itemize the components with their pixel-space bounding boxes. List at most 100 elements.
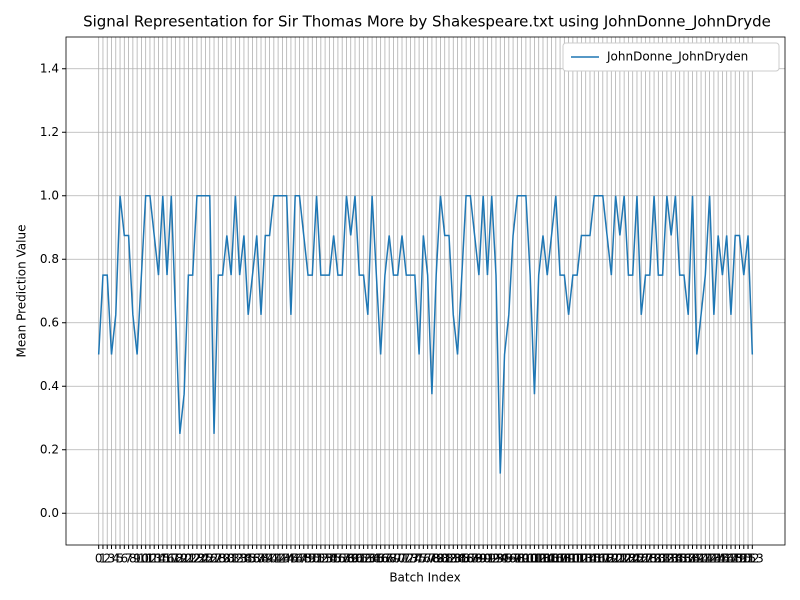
x-tick-label: 135 xyxy=(664,552,687,566)
x-tick-label: 10 xyxy=(134,552,149,566)
x-tick-label: 43 xyxy=(275,552,290,566)
x-tick-label: 81 xyxy=(437,552,452,566)
x-tick-label: 14 xyxy=(151,552,166,566)
x-tick-label: 111 xyxy=(561,552,584,566)
x-tick-label: 93 xyxy=(488,552,503,566)
x-tick-label: 64 xyxy=(364,552,379,566)
x-tick-label: 94 xyxy=(493,552,508,566)
x-tick-label: 92 xyxy=(484,552,499,566)
x-tick-label: 25 xyxy=(198,552,213,566)
x-tick-label: 153 xyxy=(741,552,764,566)
x-tick-label: 118 xyxy=(591,552,614,566)
x-tick-label: 112 xyxy=(566,552,589,566)
x-tick-label: 12 xyxy=(142,552,157,566)
x-tick-label: 7 xyxy=(125,552,133,566)
y-tick-label: 0.6 xyxy=(40,315,59,329)
x-tick-label: 130 xyxy=(643,552,666,566)
y-tick-label: 0.2 xyxy=(40,442,59,456)
x-tick-label: 88 xyxy=(467,552,482,566)
x-tick-label: 97 xyxy=(505,552,520,566)
x-tick-label: 38 xyxy=(253,552,268,566)
x-tick-label: 57 xyxy=(335,552,350,566)
x-tick-label: 109 xyxy=(553,552,576,566)
data-line xyxy=(97,195,754,474)
x-tick-label: 117 xyxy=(587,552,610,566)
x-tick-label: 1 xyxy=(99,552,107,566)
x-tick-label: 126 xyxy=(626,552,649,566)
x-tick-label: 19 xyxy=(172,552,187,566)
x-tick-label: 32 xyxy=(228,552,243,566)
x-tick-label: 79 xyxy=(429,552,444,566)
x-tick-label: 108 xyxy=(549,552,572,566)
x-tick-label: 45 xyxy=(283,552,298,566)
legend: JohnDonne_JohnDryden xyxy=(562,42,780,72)
y-tick-label: 1.0 xyxy=(40,188,59,202)
x-tick-label: 132 xyxy=(651,552,674,566)
x-tick-label: 123 xyxy=(613,552,636,566)
x-tick-label: 33 xyxy=(232,552,247,566)
x-tick-label: 120 xyxy=(600,552,623,566)
x-tick-label: 141 xyxy=(690,552,713,566)
x-tick-label: 84 xyxy=(450,552,465,566)
x-tick-label: 114 xyxy=(574,552,597,566)
x-tick-label: 5 xyxy=(116,552,124,566)
x-tick-label: 41 xyxy=(266,552,281,566)
y-tick-label: 0.0 xyxy=(40,506,59,520)
x-tick-label: 60 xyxy=(347,552,362,566)
x-tick-label: 110 xyxy=(557,552,580,566)
x-tick-label: 61 xyxy=(352,552,367,566)
x-tick-label: 2 xyxy=(103,552,111,566)
x-tick-label: 56 xyxy=(330,552,345,566)
x-tick-label: 13 xyxy=(147,552,162,566)
x-tick-label: 27 xyxy=(206,552,221,566)
x-tick-label: 47 xyxy=(292,552,307,566)
x-tick-label: 145 xyxy=(707,552,730,566)
x-tick-label: 133 xyxy=(655,552,678,566)
x-tick-label: 89 xyxy=(471,552,486,566)
legend-box xyxy=(562,42,780,72)
x-tick-label: 82 xyxy=(441,552,456,566)
x-tick-label: 54 xyxy=(322,552,337,566)
x-tick-label: 0 xyxy=(95,552,103,566)
x-tick-label: 75 xyxy=(411,552,426,566)
x-tick-label: 74 xyxy=(407,552,422,566)
x-tick-label: 48 xyxy=(296,552,311,566)
x-tick-label: 124 xyxy=(617,552,640,566)
x-tick-label: 125 xyxy=(621,552,644,566)
x-tick-label: 101 xyxy=(519,552,542,566)
x-tick-label: 152 xyxy=(737,552,760,566)
chart-title: Signal Representation for Sir Thomas Mor… xyxy=(83,13,771,32)
x-tick-label: 4 xyxy=(112,552,120,566)
x-tick-label: 17 xyxy=(164,552,179,566)
x-tick-label: 87 xyxy=(463,552,478,566)
x-tick-label: 30 xyxy=(219,552,234,566)
x-tick-label: 150 xyxy=(728,552,751,566)
x-tick-label: 69 xyxy=(386,552,401,566)
x-tick-label: 107 xyxy=(544,552,567,566)
x-tick-label: 104 xyxy=(532,552,555,566)
x-tick-label: 127 xyxy=(630,552,653,566)
x-tick-label: 29 xyxy=(215,552,230,566)
x-tick-label: 144 xyxy=(702,552,725,566)
x-tick-label: 6 xyxy=(120,552,128,566)
x-tick-label: 15 xyxy=(155,552,170,566)
x-tick-label: 103 xyxy=(527,552,550,566)
x-tick-label: 66 xyxy=(373,552,388,566)
x-tick-label: 139 xyxy=(681,552,704,566)
plot-frame xyxy=(65,36,786,546)
x-tick-label: 149 xyxy=(724,552,747,566)
x-tick-label: 65 xyxy=(369,552,384,566)
x-tick-label: 86 xyxy=(458,552,473,566)
x-tick-label: 42 xyxy=(270,552,285,566)
x-tick-label: 62 xyxy=(356,552,371,566)
x-tick-label: 53 xyxy=(317,552,332,566)
x-tick-label: 143 xyxy=(698,552,721,566)
x-tick-label: 24 xyxy=(194,552,209,566)
x-tick-label: 105 xyxy=(536,552,559,566)
x-tick-label: 16 xyxy=(159,552,174,566)
x-tick-label: 70 xyxy=(390,552,405,566)
x-tick-label: 102 xyxy=(523,552,546,566)
x-tick-label: 113 xyxy=(570,552,593,566)
x-tick-label: 128 xyxy=(634,552,657,566)
x-tick-label: 121 xyxy=(604,552,627,566)
